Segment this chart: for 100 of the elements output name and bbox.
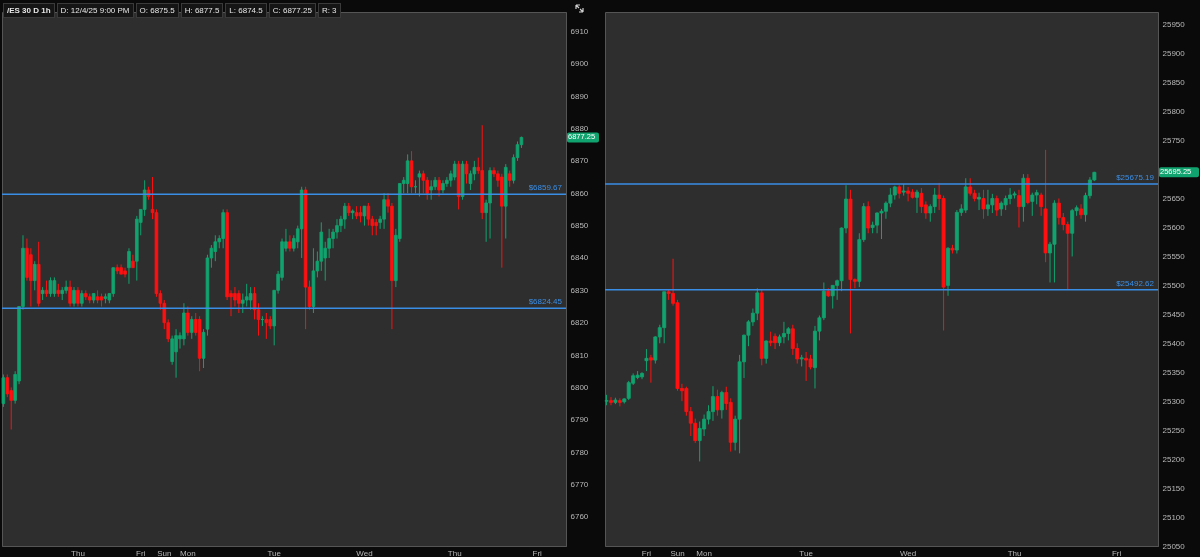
y-tick-label: 25850 <box>1162 78 1186 88</box>
candlestick <box>68 280 72 308</box>
candlestick <box>1065 221 1070 291</box>
x-tick-label: Tue <box>799 548 814 557</box>
y-tick-label: 25300 <box>1162 396 1186 406</box>
candlestick <box>248 286 253 311</box>
y-tick-label: 6780 <box>570 447 589 457</box>
candlestick <box>366 202 371 227</box>
x-tick-label: Fri <box>1111 548 1122 557</box>
y-tick-label: 25800 <box>1162 107 1186 117</box>
y-tick-label: 25250 <box>1162 425 1186 435</box>
candlestick <box>237 289 241 314</box>
candlestick <box>617 397 622 407</box>
annotation: O: 6875.5 <box>135 3 179 18</box>
candlestick <box>830 284 835 310</box>
candlestick <box>174 328 178 379</box>
candlestick <box>468 170 473 191</box>
candlestick <box>977 192 982 211</box>
y-tick-label: 25550 <box>1162 251 1186 261</box>
candlestick <box>244 283 249 308</box>
candlestick <box>1079 203 1084 220</box>
y-tick-label: 6790 <box>570 415 589 425</box>
y-tick-label: 6860 <box>570 188 589 198</box>
y-tick-label: 25950 <box>1162 20 1186 30</box>
candlestick <box>963 177 968 214</box>
annotation: C: 6877.25 <box>268 3 316 18</box>
ref-line-label: $25492.62 <box>1116 278 1155 288</box>
annotation: D: 12/4/25 9:00 PM <box>56 3 134 18</box>
candlestick <box>866 200 871 234</box>
y-tick-label: 6800 <box>570 382 589 392</box>
x-tick-label: Fri <box>136 548 146 557</box>
candlestick <box>429 179 433 201</box>
x-tick-label: Wed <box>356 548 373 557</box>
candlestick <box>609 396 613 406</box>
x-tick-label: Thu <box>71 548 85 557</box>
x-tick-label: Thu <box>447 548 462 557</box>
candlestick <box>464 160 469 185</box>
candlestick <box>1017 189 1021 228</box>
candlestick <box>715 389 720 417</box>
y-tick-label: 6890 <box>570 91 589 101</box>
y-tick-label: 25500 <box>1162 280 1186 290</box>
candlestick <box>981 189 986 220</box>
y-tick-label: 6770 <box>570 480 589 490</box>
candlestick <box>343 202 347 230</box>
y-tick-label: 6760 <box>570 512 589 522</box>
candlestick <box>915 189 919 214</box>
candlestick <box>33 260 37 291</box>
candlestick <box>186 306 190 337</box>
candlestick <box>72 286 76 308</box>
y-tick-label: 25750 <box>1162 136 1186 146</box>
x-tick-label: Sun <box>157 548 172 557</box>
candlestick <box>382 192 386 230</box>
candlestick <box>288 234 292 252</box>
ref-line-label: $6824.45 <box>528 297 563 307</box>
candlestick <box>452 160 457 181</box>
y-tick-label: 6840 <box>570 253 589 263</box>
y-tick-label: 25050 <box>1162 541 1186 551</box>
candlestick <box>127 247 131 285</box>
ref-line-label: $6859.67 <box>528 183 563 193</box>
candlestick <box>906 186 911 202</box>
candlestick <box>421 170 426 194</box>
chart-title: /ES 30 D 1h <box>3 3 55 18</box>
candlestick <box>932 187 937 214</box>
y-tick-label: 25900 <box>1162 49 1186 59</box>
y-tick-label: 6810 <box>570 350 589 360</box>
candlestick <box>1030 192 1035 217</box>
x-tick-label: Thu <box>1007 548 1022 557</box>
annotation: R: 3 <box>317 3 341 18</box>
y-tick-label: 6870 <box>570 156 589 166</box>
candlestick <box>189 315 194 340</box>
y-tick-label: 6880 <box>570 124 589 134</box>
candlestick <box>790 324 795 356</box>
y-tick-label: 25350 <box>1162 367 1186 377</box>
y-tick-label: 25200 <box>1162 454 1186 464</box>
candlestick <box>417 170 422 197</box>
candlestick <box>990 193 995 214</box>
y-tick-label: 6820 <box>570 318 589 328</box>
y-tick-label: 6850 <box>570 221 589 231</box>
x-tick-label: Fri <box>532 548 543 557</box>
y-tick-label: 25100 <box>1162 512 1186 522</box>
candlestick <box>76 286 80 308</box>
ref-line-label: $25675.19 <box>1116 172 1155 182</box>
x-tick-label: Mon <box>180 548 196 557</box>
candlestick <box>437 176 441 197</box>
x-tick-label: Sun <box>670 548 685 557</box>
y-tick-label: 25600 <box>1162 222 1186 232</box>
x-tick-label: Tue <box>267 548 282 557</box>
y-tick-label: 6910 <box>570 26 589 36</box>
candlestick <box>648 354 653 384</box>
candlestick <box>644 348 649 372</box>
candlestick <box>1070 208 1075 257</box>
candlestick <box>5 373 10 398</box>
y-tick-label: 6900 <box>570 59 589 69</box>
x-tick-label: Mon <box>696 548 712 557</box>
y-tick-label: 25150 <box>1162 483 1186 493</box>
y-tick-label: 6830 <box>570 285 589 295</box>
annotation: L: 6874.5 <box>225 3 267 18</box>
x-tick-label: Wed <box>899 548 917 557</box>
y-tick-label: 25450 <box>1162 309 1186 319</box>
x-tick-label: Fri <box>641 548 652 557</box>
